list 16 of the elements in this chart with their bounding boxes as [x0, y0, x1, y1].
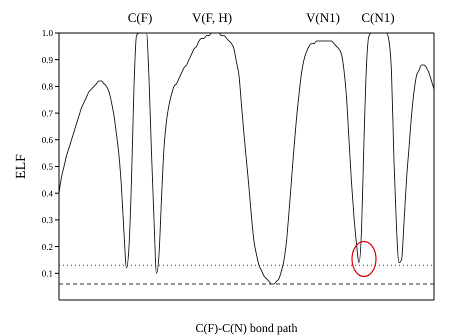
y-tick-label: 0.7: [42, 108, 54, 118]
text: C(N1): [361, 10, 395, 26]
y-tick-label: 0.4: [42, 188, 54, 198]
y-tick-label: 0.2: [42, 242, 53, 252]
y-tick-label: 0.6: [42, 134, 54, 145]
text: V(F, H): [192, 10, 232, 26]
y-tick-label: 0.9: [42, 54, 54, 65]
y-tick-label: 0.1: [42, 268, 53, 278]
y-tick-label: 0.3: [42, 215, 54, 226]
text: V(N1): [306, 10, 340, 26]
y-tick-label: 1.0: [42, 28, 54, 38]
text: C(F): [128, 10, 152, 26]
y-tick-label: 0.8: [42, 82, 54, 92]
x-axis-title: C(F)-C(N) bond path: [196, 321, 298, 335]
y-tick-label: 0.5: [42, 162, 54, 172]
y-axis-title: ELF: [14, 154, 29, 179]
